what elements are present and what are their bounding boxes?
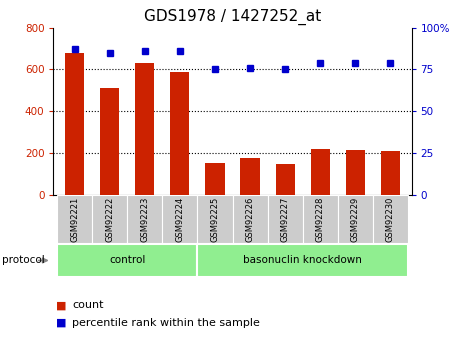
Text: count: count: [72, 300, 104, 310]
Bar: [240, 158, 260, 195]
Text: GSM92224: GSM92224: [175, 196, 184, 242]
Text: GSM92221: GSM92221: [70, 196, 79, 242]
Bar: [170, 71, 190, 195]
Bar: [232, 195, 267, 243]
Bar: [381, 151, 400, 195]
Bar: [162, 195, 198, 243]
Text: GSM92230: GSM92230: [386, 196, 395, 242]
Text: GSM92229: GSM92229: [351, 196, 360, 242]
Text: GSM92228: GSM92228: [316, 196, 325, 242]
Bar: [57, 244, 198, 277]
Bar: [127, 195, 162, 243]
Text: GSM92223: GSM92223: [140, 196, 149, 242]
Bar: [65, 53, 84, 195]
Bar: [311, 149, 330, 195]
Text: ■: ■: [56, 318, 66, 327]
Bar: [100, 88, 120, 195]
Bar: [345, 150, 365, 195]
Text: GSM92222: GSM92222: [105, 196, 114, 242]
Text: GDS1978 / 1427252_at: GDS1978 / 1427252_at: [144, 9, 321, 25]
Bar: [267, 195, 303, 243]
Bar: [198, 195, 232, 243]
Text: GSM92227: GSM92227: [281, 196, 290, 242]
Bar: [135, 63, 154, 195]
Bar: [57, 195, 92, 243]
Text: GSM92225: GSM92225: [211, 196, 219, 242]
Text: protocol: protocol: [2, 256, 45, 265]
Text: basonuclin knockdown: basonuclin knockdown: [243, 256, 362, 265]
Bar: [338, 195, 373, 243]
Bar: [303, 195, 338, 243]
Bar: [92, 195, 127, 243]
Bar: [198, 244, 408, 277]
Text: control: control: [109, 256, 146, 265]
Bar: [373, 195, 408, 243]
Bar: [275, 164, 295, 195]
Text: percentile rank within the sample: percentile rank within the sample: [72, 318, 260, 327]
Text: ■: ■: [56, 300, 66, 310]
Text: GSM92226: GSM92226: [246, 196, 254, 242]
Bar: [205, 162, 225, 195]
